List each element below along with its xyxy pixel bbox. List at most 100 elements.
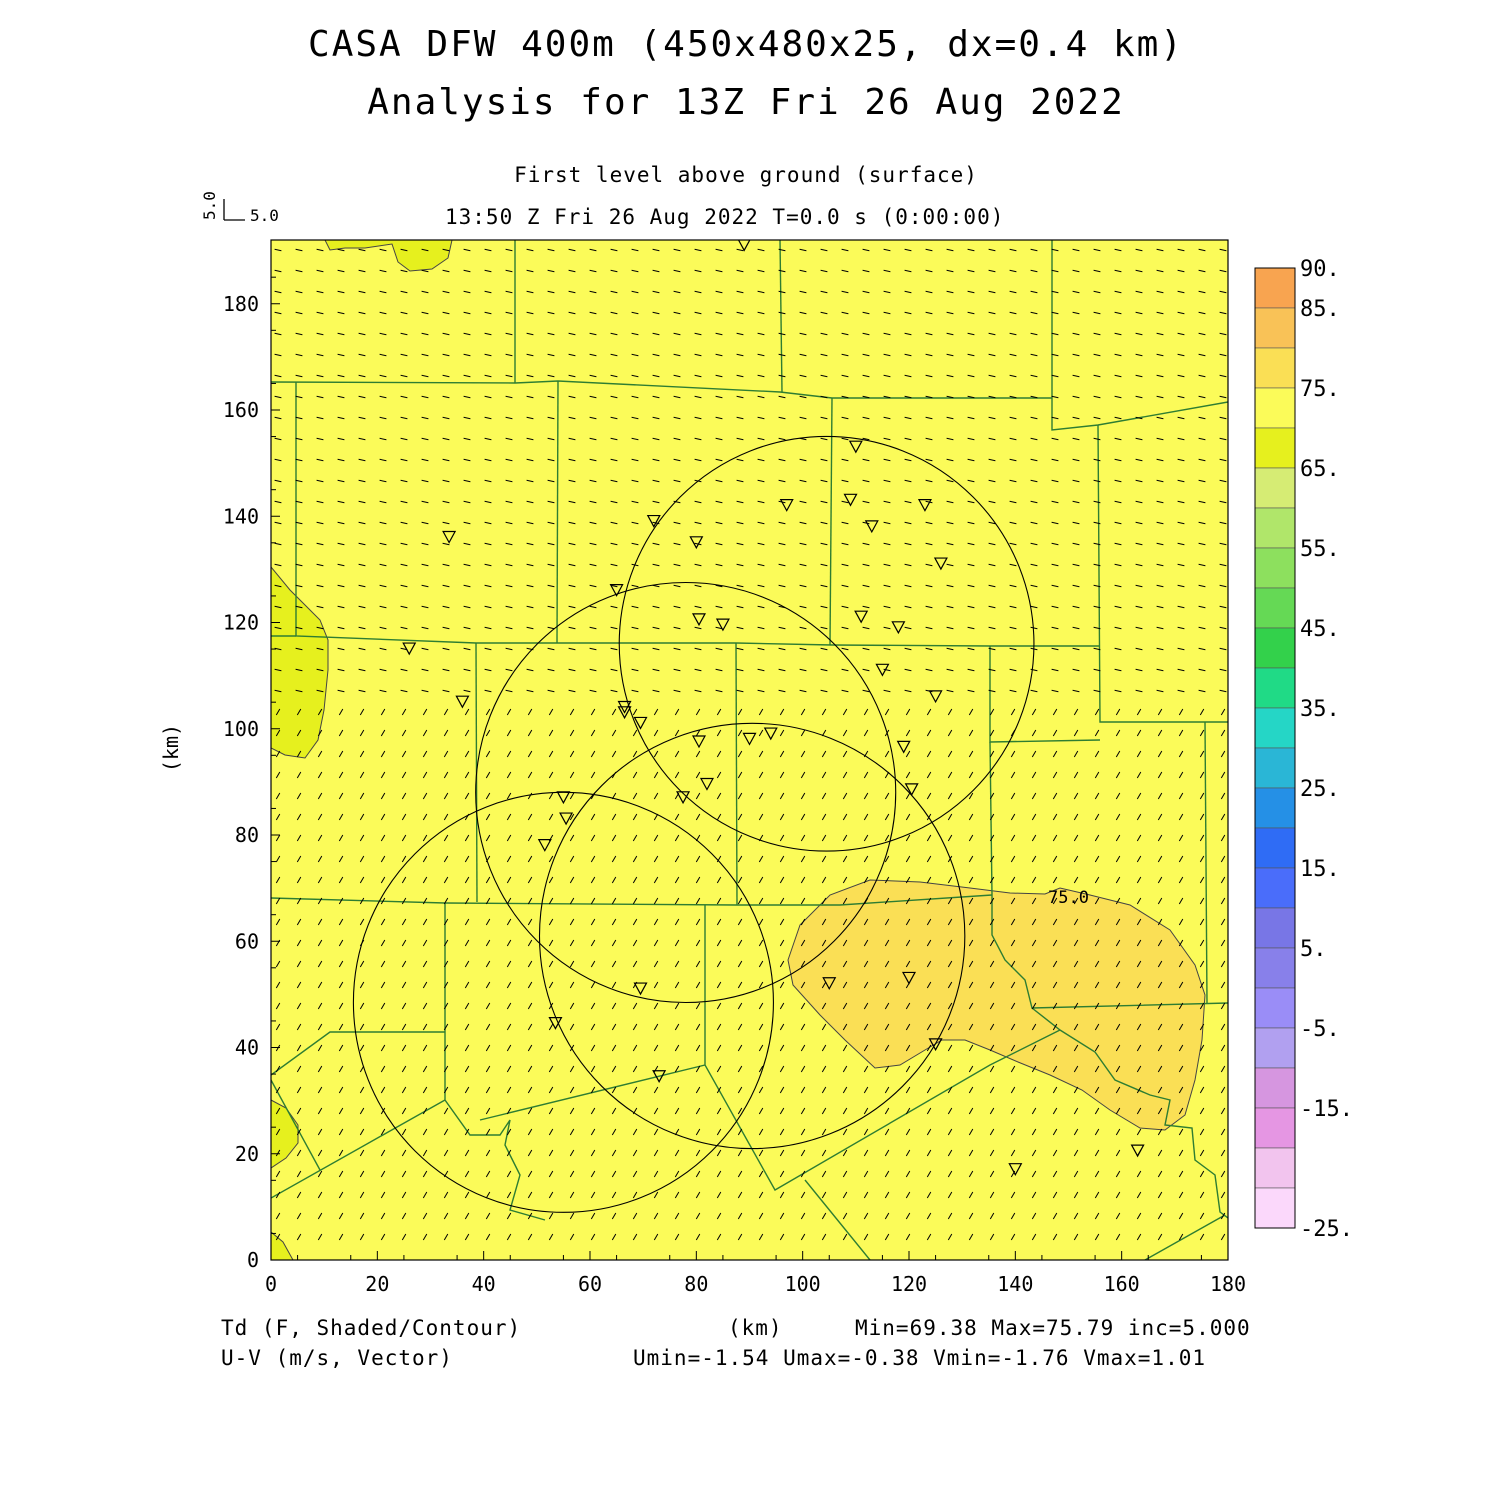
- station-marker: [676, 791, 691, 805]
- y-tick-label: 100: [223, 717, 259, 741]
- county-line: [704, 905, 1061, 1191]
- station-marker: [822, 977, 837, 991]
- station-marker: [617, 706, 632, 720]
- x-axis-units: (km): [728, 1316, 783, 1340]
- dewpoint-field-background: [271, 240, 1228, 1260]
- county-line: [829, 397, 833, 646]
- station-marker: [646, 514, 661, 528]
- station-marker: [904, 783, 919, 797]
- station-marker: [715, 618, 730, 632]
- radar-range-ring: [475, 581, 897, 1004]
- station-marker: [742, 732, 757, 746]
- county-line: [991, 895, 1228, 1009]
- colorbar-swatch: [1254, 267, 1296, 309]
- colorbar-label: 90.: [1300, 257, 1340, 282]
- station-marker: [455, 695, 470, 709]
- station-marker: [848, 440, 863, 454]
- wind-statistics: Umin=-1.54 Umax=-0.38 Vmin=-1.76 Vmax=1.…: [633, 1346, 1207, 1370]
- station-marker: [917, 499, 932, 512]
- colorbar-label: -5.: [1300, 1017, 1340, 1042]
- colorbar-label: -15.: [1300, 1097, 1353, 1122]
- colorbar-swatch: [1254, 747, 1296, 789]
- county-line: [556, 380, 559, 644]
- x-tick-label: 20: [365, 1272, 389, 1296]
- colorbar-swatch: [1254, 627, 1296, 669]
- colorbar-label: 85.: [1300, 297, 1340, 322]
- radar-range-ring: [618, 435, 1035, 852]
- colorbar-swatch: [1254, 1147, 1296, 1189]
- contour-label-75: 75.0: [1048, 888, 1089, 908]
- colorbar-frame: [1254, 267, 1296, 1229]
- colorbar-label: 5.: [1300, 937, 1327, 962]
- colorbar-swatch: [1254, 987, 1296, 1029]
- field-vector-description: U-V (m/s, Vector): [221, 1346, 453, 1370]
- y-tick-label: 160: [223, 398, 259, 422]
- county-line: [271, 1079, 321, 1171]
- station-marker: [699, 777, 714, 791]
- station-marker: [896, 740, 911, 754]
- x-tick-label: 60: [578, 1272, 602, 1296]
- station-marker: [689, 536, 704, 550]
- map-frame: [270, 239, 1229, 1261]
- colorbar-label: 65.: [1300, 457, 1340, 482]
- colorbar-swatch: [1254, 547, 1296, 589]
- vector-key-u-label: 5.0: [250, 206, 279, 225]
- station-marker: [548, 1016, 563, 1030]
- station-marker: [442, 530, 457, 544]
- colorbar-swatch: [1254, 907, 1296, 949]
- county-line: [735, 642, 738, 906]
- county-line: [1031, 1007, 1228, 1219]
- wind-vector-field: [274, 248, 1227, 1241]
- colorbar-swatch: [1254, 1067, 1296, 1109]
- station-marker: [891, 621, 906, 635]
- station-marker: [556, 791, 571, 805]
- x-tick-label: 100: [785, 1272, 821, 1296]
- y-tick-label: 40: [235, 1036, 259, 1060]
- station-marker: [559, 812, 574, 826]
- colorbar-swatch: [1254, 867, 1296, 909]
- county-line: [804, 1179, 871, 1260]
- county-line: [271, 1031, 445, 1076]
- observation-stations: [402, 240, 1145, 1176]
- dewpoint-65-70-region-top: [324, 240, 453, 272]
- station-marker: [633, 982, 648, 996]
- x-tick-label: 80: [684, 1272, 708, 1296]
- station-marker: [864, 520, 879, 534]
- x-tick-label: 160: [1104, 1272, 1140, 1296]
- county-line: [1051, 240, 1228, 431]
- x-tick-label: 140: [997, 1272, 1033, 1296]
- radar-range-rings: [352, 435, 1035, 1213]
- colorbar-swatch: [1254, 1107, 1296, 1149]
- colorbar-swatch: [1254, 667, 1296, 709]
- colorbar-label: 25.: [1300, 777, 1340, 802]
- colorbar-label: -25.: [1300, 1217, 1353, 1242]
- colorbar-swatch: [1254, 787, 1296, 829]
- county-line: [271, 894, 993, 906]
- station-marker: [933, 557, 948, 571]
- y-axis-label: (km): [159, 724, 183, 772]
- station-marker: [652, 1070, 667, 1083]
- map-title: CASA DFW 400m (450x480x25, dx=0.4 km): [308, 24, 1184, 65]
- colorbar: 90. 85. 75. 65. 55. 45. 35. 25. 15. 5. -5. -15. -25.: [1254, 257, 1353, 1242]
- wind-vectors: [274, 248, 1227, 1241]
- x-tick-label: 0: [265, 1272, 277, 1296]
- station-marker: [875, 663, 890, 677]
- y-tick-label: 120: [223, 611, 259, 635]
- colorbar-swatch: [1254, 467, 1296, 509]
- colorbar-swatch: [1254, 307, 1296, 349]
- colorbar-label: 45.: [1300, 617, 1340, 642]
- y-tick-label: 0: [247, 1248, 259, 1272]
- y-tick-label: 80: [235, 823, 259, 847]
- county-line: [1144, 1214, 1226, 1260]
- station-marker: [691, 613, 707, 627]
- axes: 0 20 40 60 80 100 120 140 160 180 0 20 40 60 80 100 120 1…: [223, 276, 1246, 1296]
- county-line: [479, 1064, 706, 1121]
- station-marker: [928, 1038, 943, 1052]
- county-line: [295, 382, 1100, 647]
- colorbar-label: 55.: [1300, 537, 1340, 562]
- colorbar-swatch: [1254, 587, 1296, 629]
- colorbar-swatch: [1254, 827, 1296, 869]
- colorbar-swatch: [1254, 347, 1296, 389]
- station-marker: [843, 493, 858, 507]
